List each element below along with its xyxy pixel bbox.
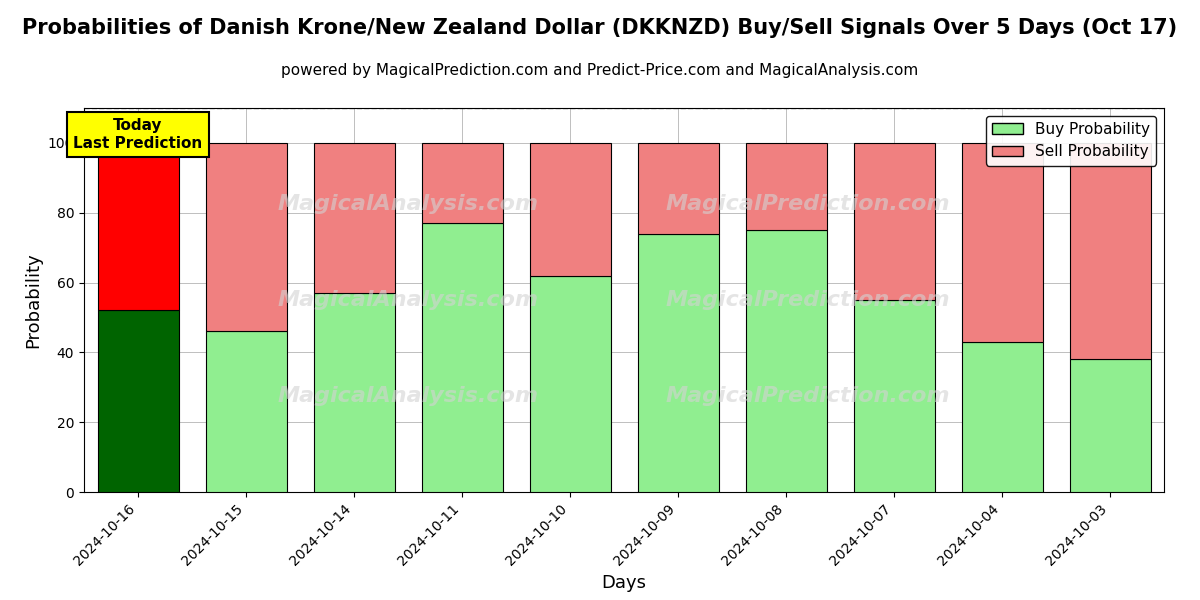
Bar	[745, 143, 827, 230]
Y-axis label: Probability: Probability	[24, 252, 42, 348]
Text: powered by MagicalPrediction.com and Predict-Price.com and MagicalAnalysis.com: powered by MagicalPrediction.com and Pre…	[281, 63, 919, 78]
Bar	[745, 230, 827, 492]
Text: MagicalPrediction.com: MagicalPrediction.com	[665, 194, 950, 214]
Bar	[529, 275, 611, 492]
Bar	[1069, 143, 1151, 359]
Text: MagicalPrediction.com: MagicalPrediction.com	[665, 386, 950, 406]
Text: Today
Last Prediction: Today Last Prediction	[73, 118, 203, 151]
Text: MagicalAnalysis.com: MagicalAnalysis.com	[277, 290, 539, 310]
Bar	[97, 143, 179, 310]
Bar	[205, 143, 287, 331]
Bar	[853, 143, 935, 300]
Bar	[313, 293, 395, 492]
X-axis label: Days: Days	[601, 574, 647, 592]
Bar	[529, 143, 611, 275]
Bar	[421, 143, 503, 223]
Bar	[97, 310, 179, 492]
Text: MagicalPrediction.com: MagicalPrediction.com	[665, 290, 950, 310]
Bar	[205, 331, 287, 492]
Text: MagicalAnalysis.com: MagicalAnalysis.com	[277, 194, 539, 214]
Bar	[637, 233, 719, 492]
Bar	[961, 143, 1043, 342]
Bar	[313, 143, 395, 293]
Bar	[1069, 359, 1151, 492]
Bar	[961, 342, 1043, 492]
Text: Probabilities of Danish Krone/New Zealand Dollar (DKKNZD) Buy/Sell Signals Over : Probabilities of Danish Krone/New Zealan…	[23, 18, 1177, 38]
Bar	[637, 143, 719, 233]
Legend: Buy Probability, Sell Probability: Buy Probability, Sell Probability	[986, 116, 1157, 166]
Bar	[421, 223, 503, 492]
Bar	[853, 300, 935, 492]
Text: MagicalAnalysis.com: MagicalAnalysis.com	[277, 386, 539, 406]
